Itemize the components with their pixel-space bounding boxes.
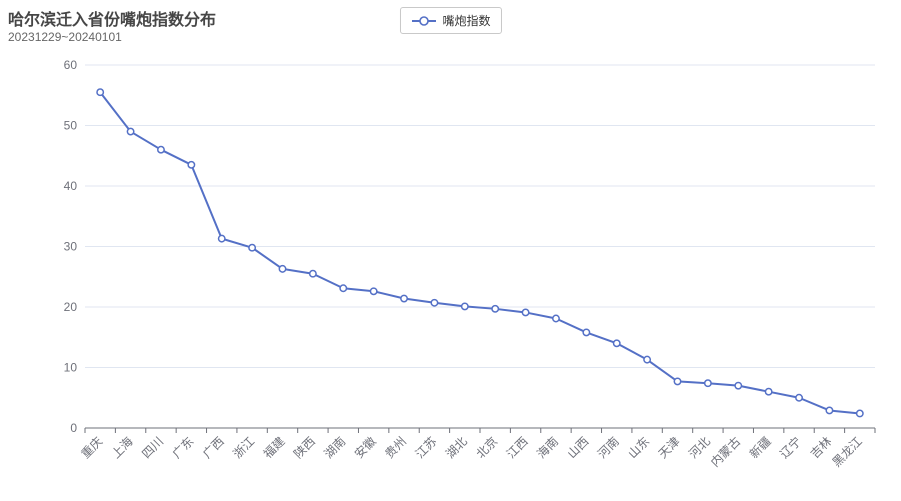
data-point[interactable]	[643, 355, 652, 364]
x-axis-label: 天津	[656, 434, 683, 461]
data-point[interactable]	[582, 328, 591, 337]
x-axis-label: 黑龙江	[830, 434, 865, 469]
x-axis-label: 湖北	[442, 434, 470, 462]
x-axis-label: 吉林	[808, 434, 835, 461]
data-point[interactable]	[96, 88, 105, 97]
data-point[interactable]	[187, 160, 196, 169]
data-point[interactable]	[308, 269, 317, 278]
x-axis-label: 山东	[625, 434, 652, 461]
data-point[interactable]	[673, 377, 682, 386]
x-axis-label: 浙江	[230, 434, 257, 461]
data-point[interactable]	[248, 243, 257, 252]
x-axis-label: 海南	[533, 434, 561, 462]
data-point[interactable]	[734, 381, 743, 390]
x-axis-label: 广东	[170, 434, 197, 461]
chart-subtitle: 20231229~20240101	[8, 30, 122, 44]
y-axis-label: 40	[64, 179, 78, 193]
data-point[interactable]	[157, 145, 165, 154]
data-point[interactable]	[825, 406, 834, 415]
data-point[interactable]	[217, 234, 226, 243]
x-axis-label: 上海	[108, 434, 136, 462]
chart-title: 哈尔滨迁入省份嘴炮指数分布	[8, 12, 217, 29]
y-axis-label: 60	[64, 58, 78, 72]
data-point[interactable]	[339, 284, 348, 293]
data-point[interactable]	[855, 409, 864, 418]
y-axis-label: 50	[64, 119, 78, 133]
y-axis-label: 20	[64, 300, 78, 314]
x-axis-label: 河南	[594, 434, 622, 462]
x-axis-label: 重庆	[78, 434, 105, 461]
data-point[interactable]	[612, 339, 621, 348]
data-point[interactable]	[552, 314, 560, 323]
series-line	[99, 91, 860, 415]
data-point[interactable]	[278, 264, 287, 273]
data-point[interactable]	[460, 302, 469, 311]
x-axis-label: 新疆	[746, 434, 774, 462]
x-axis-label: 广西	[200, 434, 227, 461]
data-point[interactable]	[400, 294, 408, 303]
data-point[interactable]	[703, 379, 712, 388]
x-axis-label: 安徽	[351, 434, 379, 462]
x-axis-label: 福建	[260, 434, 288, 462]
legend-item[interactable]: 嘴炮指数	[399, 7, 502, 34]
data-point[interactable]	[795, 393, 803, 402]
x-axis-label: 河北	[686, 434, 713, 461]
x-axis-label: 江西	[504, 434, 531, 461]
data-point[interactable]	[126, 127, 135, 136]
y-axis-label: 30	[64, 240, 78, 254]
data-point[interactable]	[491, 304, 500, 313]
data-point[interactable]	[430, 298, 439, 307]
x-axis-label: 山西	[565, 434, 592, 461]
x-axis-label: 北京	[473, 434, 500, 461]
y-axis-label: 0	[70, 421, 77, 435]
x-axis-label: 陕西	[290, 434, 318, 462]
x-axis-label: 辽宁	[777, 434, 805, 462]
data-point[interactable]	[764, 387, 773, 396]
x-axis-label: 四川	[139, 434, 166, 461]
x-axis-label: 内蒙古	[707, 434, 743, 470]
x-axis-label: 贵州	[382, 434, 409, 461]
y-axis-label: 10	[64, 361, 78, 375]
data-point[interactable]	[369, 287, 378, 296]
legend-label: 嘴炮指数	[442, 14, 491, 28]
x-axis-label: 江苏	[413, 434, 440, 461]
data-point[interactable]	[521, 308, 530, 317]
line-marker-icon	[410, 15, 436, 27]
x-axis-label: 湖南	[321, 434, 349, 462]
